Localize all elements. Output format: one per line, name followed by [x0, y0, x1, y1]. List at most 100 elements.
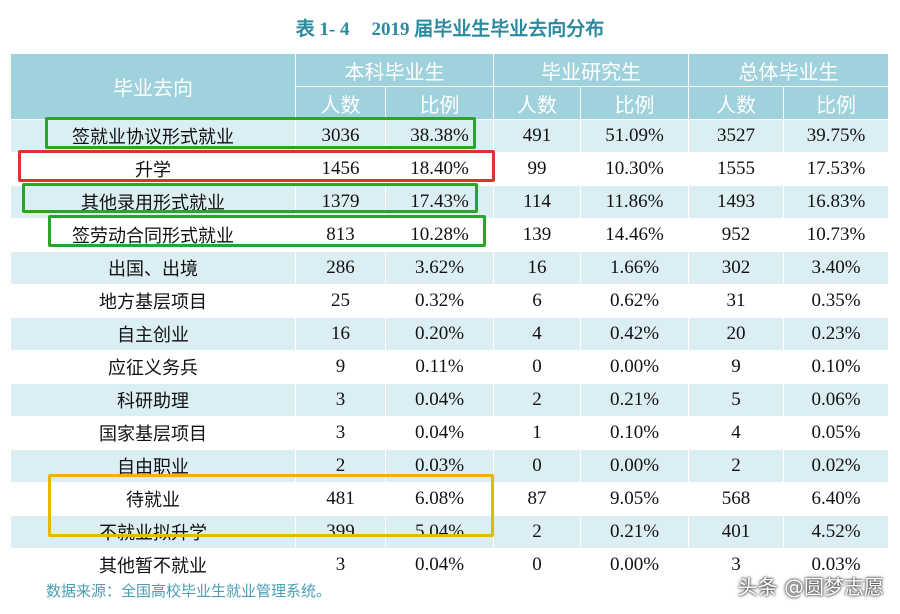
- cell: 0.04%: [385, 416, 494, 450]
- row-label: 地方基层项目: [10, 284, 296, 318]
- table-row: 科研助理 3 0.04% 2 0.21% 5 0.06%: [10, 383, 889, 417]
- cell: 17.53%: [783, 152, 889, 186]
- row-label: 自由职业: [10, 449, 296, 483]
- cell: 0.00%: [580, 548, 689, 582]
- corner-header: 毕业去向: [10, 53, 296, 120]
- sub-header: 比例: [783, 86, 889, 120]
- cell: 481: [295, 482, 386, 516]
- row-label: 国家基层项目: [10, 416, 296, 450]
- source-note: 数据来源：全国高校毕业生就业管理系统。: [46, 582, 332, 600]
- cell: 3: [295, 416, 386, 450]
- cell: 0.32%: [385, 284, 494, 318]
- cell: 87: [493, 482, 581, 516]
- cell: 1493: [688, 185, 784, 219]
- row-label: 其他录用形式就业: [10, 185, 296, 219]
- cell: 20: [688, 317, 784, 351]
- cell: 0.21%: [580, 515, 689, 549]
- cell: 1555: [688, 152, 784, 186]
- header-row: 毕业去向 本科毕业生 毕业研究生 总体毕业生: [10, 53, 889, 120]
- table-number: 表 1- 4: [295, 19, 350, 40]
- cell: 3: [295, 548, 386, 582]
- sub-header: 人数: [295, 86, 386, 120]
- cell: 491: [493, 119, 581, 153]
- cell: 6: [493, 284, 581, 318]
- cell: 0.10%: [580, 416, 689, 450]
- cell: 4.52%: [783, 515, 889, 549]
- cell: 9: [688, 350, 784, 384]
- highlight-box: [18, 150, 495, 182]
- cell: 0.00%: [580, 350, 689, 384]
- cell: 51.09%: [580, 119, 689, 153]
- highlight-box: [48, 474, 494, 537]
- table-row: 不就业拟升学 399 5.04% 2 0.21% 401 4.52%: [10, 515, 889, 549]
- cell: 31: [688, 284, 784, 318]
- table-row: 其他暂不就业 3 0.04% 0 0.00% 3 0.03%: [10, 548, 889, 582]
- cell: 114: [493, 185, 581, 219]
- cell: 2: [688, 449, 784, 483]
- row-label: 自主创业: [10, 317, 296, 351]
- cell: 0.42%: [580, 317, 689, 351]
- cell: 9.05%: [580, 482, 689, 516]
- cell: 11.86%: [580, 185, 689, 219]
- cell: 952: [688, 218, 784, 252]
- title: 表 1- 4 2019 届毕业生毕业去向分布: [0, 14, 900, 41]
- row-label: 其他暂不就业: [10, 548, 296, 582]
- row-label: 出国、出境: [10, 251, 296, 285]
- cell: 10.30%: [580, 152, 689, 186]
- cell: 0.02%: [783, 449, 889, 483]
- cell: 0.62%: [580, 284, 689, 318]
- sub-header: 人数: [688, 86, 784, 120]
- cell: 0.03%: [783, 548, 889, 582]
- cell: 0.23%: [783, 317, 889, 351]
- cell: 0.20%: [385, 317, 494, 351]
- cell: 9: [295, 350, 386, 384]
- cell: 14.46%: [580, 218, 689, 252]
- row-label: 应征义务兵: [10, 350, 296, 384]
- highlight-box: [22, 183, 478, 213]
- cell: 16: [295, 317, 386, 351]
- cell: 139: [493, 218, 581, 252]
- cell: 0.06%: [783, 383, 889, 417]
- row-label: 科研助理: [10, 383, 296, 417]
- cell: 302: [688, 251, 784, 285]
- sub-header: 比例: [385, 86, 494, 120]
- cell: 4: [493, 317, 581, 351]
- table-row: 待就业 481 6.08% 87 9.05% 568 6.40%: [10, 482, 889, 516]
- cell: 6.40%: [783, 482, 889, 516]
- cell: 2: [493, 383, 581, 417]
- cell: 0: [493, 449, 581, 483]
- cell: 1: [493, 416, 581, 450]
- cell: 0.11%: [385, 350, 494, 384]
- cell: 3.62%: [385, 251, 494, 285]
- table-row: 出国、出境 286 3.62% 16 1.66% 302 3.40%: [10, 251, 889, 285]
- highlight-box: [48, 215, 486, 247]
- cell: 3: [688, 548, 784, 582]
- cell: 3.40%: [783, 251, 889, 285]
- watermark: 头条 @圆梦志愿: [737, 575, 884, 599]
- cell: 10.73%: [783, 218, 889, 252]
- table-row: 自主创业 16 0.20% 4 0.42% 20 0.23%: [10, 317, 889, 351]
- cell: 0.35%: [783, 284, 889, 318]
- group-header: 本科毕业生: [295, 53, 494, 87]
- group-header: 毕业研究生: [493, 53, 689, 87]
- cell: 16.83%: [783, 185, 889, 219]
- table-row: 应征义务兵 9 0.11% 0 0.00% 9 0.10%: [10, 350, 889, 384]
- table: 毕业去向 本科毕业生 毕业研究生 总体毕业生 人数 比例 人数 比例 人数 比例 签就业协议形式就…: [10, 53, 889, 582]
- row-label: 不就业拟升学: [10, 515, 296, 549]
- cell: 0.05%: [783, 416, 889, 450]
- cell: 0: [493, 548, 581, 582]
- sub-header: 人数: [493, 86, 581, 120]
- cell: 16: [493, 251, 581, 285]
- cell: 0.00%: [580, 449, 689, 483]
- cell: 401: [688, 515, 784, 549]
- highlight-box: [45, 117, 476, 149]
- cell: 1.66%: [580, 251, 689, 285]
- cell: 568: [688, 482, 784, 516]
- table-row: 地方基层项目 25 0.32% 6 0.62% 31 0.35%: [10, 284, 889, 318]
- table-row: 国家基层项目 3 0.04% 1 0.10% 4 0.05%: [10, 416, 889, 450]
- sub-header: 比例: [580, 86, 689, 120]
- cell: 2: [493, 515, 581, 549]
- cell: 99: [493, 152, 581, 186]
- group-header: 总体毕业生: [688, 53, 889, 87]
